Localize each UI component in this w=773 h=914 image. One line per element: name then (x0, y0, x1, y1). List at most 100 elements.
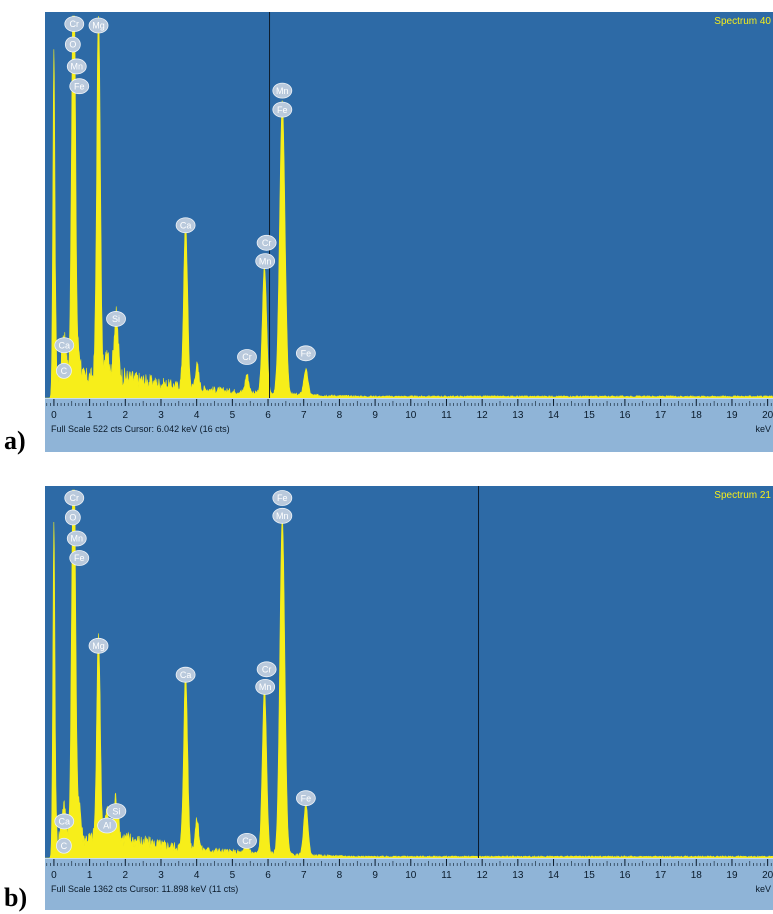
x-tick-label-a-5: 5 (230, 410, 236, 421)
x-tick-label-a-10: 10 (405, 410, 417, 421)
peak-label-mn-a: Mn (66, 58, 87, 75)
x-tick-label-b-18: 18 (691, 870, 703, 881)
peak-label-badge-b-14 (272, 507, 293, 524)
peak-label-cr-b: Cr (256, 661, 277, 678)
x-tick-label-b-13: 13 (512, 870, 524, 881)
peak-label-badge-a-3 (69, 78, 90, 95)
x-tick-label-b-8: 8 (337, 870, 343, 881)
axis-bar-b (45, 858, 773, 910)
peak-label-o-a: O (64, 36, 81, 53)
x-tick-label-b-15: 15 (584, 870, 596, 881)
peak-label-badge-b-6 (97, 817, 117, 834)
x-tick-label-b-17: 17 (655, 870, 667, 881)
peak-label-text-a-1: O (69, 40, 76, 50)
full-scale-readout-a: Full Scale 522 cts (51, 424, 125, 434)
peak-label-badge-b-5 (106, 803, 127, 820)
x-tick-label-a-11: 11 (441, 410, 452, 421)
peak-label-text-a-7: C (61, 366, 68, 376)
peak-label-mn-b: Mn (66, 530, 87, 547)
peak-label-badge-a-2 (66, 58, 87, 75)
peak-label-text-a-14: Fe (301, 349, 312, 359)
peak-label-c-b: C (56, 837, 72, 854)
peak-label-badge-a-6 (54, 337, 75, 354)
peak-label-text-b-4: Mg (92, 641, 105, 651)
spectrum-panel-a: Spectrum 40 Cr O Mn Fe Mg Si Ca C Ca Cr Cr Mn Mn Fe Fe 0… (45, 12, 773, 452)
status-line-b: Full Scale 1362 cts Cursor: 11.898 keV (… (51, 884, 238, 894)
peak-label-badge-b-13 (272, 490, 293, 506)
spectrum-panel-b: Spectrum 21 Cr O Mn Fe Mg Si Al Ca C Ca Cr Cr Mn Fe Mn F… (45, 486, 773, 910)
peak-label-text-a-13: Fe (277, 105, 288, 115)
x-tick-label-b-20: 20 (762, 870, 773, 881)
x-tick-label-b-0: 0 (51, 870, 57, 881)
peak-label-si-a: Si (106, 311, 126, 327)
peak-label-badge-b-10 (237, 832, 257, 849)
peak-label-fe-b: Fe (69, 550, 90, 566)
peak-label-text-b-12: Mn (259, 682, 272, 692)
plot-area-a (45, 12, 773, 398)
x-tick-label-a-20: 20 (762, 410, 773, 421)
peak-label-badge-b-0 (64, 490, 85, 506)
panel-label-a: a) (4, 426, 26, 455)
peak-label-cr-b: Cr (64, 490, 85, 506)
peak-label-text-a-12: Mn (276, 86, 289, 96)
x-tick-label-b-12: 12 (477, 870, 489, 881)
x-tick-label-b-9: 9 (372, 870, 378, 881)
spectrum-trace-b (45, 489, 773, 859)
status-line-a: Full Scale 522 cts Cursor: 6.042 keV (16… (51, 424, 230, 434)
x-tick-label-a-13: 13 (512, 410, 524, 421)
peak-label-cr-b: Cr (237, 832, 257, 849)
peak-label-badge-a-12 (272, 82, 293, 99)
peak-label-ca-b: Ca (175, 666, 196, 683)
peak-label-ca-b: Ca (54, 813, 75, 830)
x-tick-label-a-6: 6 (265, 410, 271, 421)
x-tick-label-b-6: 6 (265, 870, 271, 881)
x-axis-unit-b: keV (755, 884, 771, 894)
peak-label-text-a-8: Ca (180, 220, 192, 230)
x-tick-label-a-19: 19 (726, 410, 738, 421)
x-tick-label-a-12: 12 (477, 410, 489, 421)
axis-bar-a (45, 398, 773, 452)
peak-label-badge-a-0 (64, 16, 85, 32)
peak-label-badge-b-11 (256, 661, 277, 678)
peak-label-fe-b: Fe (295, 790, 316, 807)
peak-label-text-a-0: Cr (70, 19, 80, 29)
peak-label-fe-a: Fe (295, 345, 316, 362)
peak-label-text-a-10: Cr (262, 238, 272, 248)
peak-label-text-b-3: Fe (74, 553, 85, 563)
x-tick-label-b-19: 19 (726, 870, 738, 881)
spectrum-trace-a (45, 15, 773, 399)
peak-label-badge-b-9 (175, 666, 196, 683)
peak-label-text-a-9: Cr (242, 352, 252, 362)
peak-label-badge-a-8 (175, 217, 196, 234)
x-tick-label-a-3: 3 (158, 410, 164, 421)
peak-label-text-a-5: Si (112, 314, 120, 324)
cursor-readout-a: Cursor: 6.042 keV (16 cts) (125, 424, 230, 434)
spectrum-chart-a: Spectrum 40 Cr O Mn Fe Mg Si Ca C Ca Cr Cr Mn Mn Fe Fe 0… (45, 12, 773, 452)
x-tick-label-a-8: 8 (337, 410, 343, 421)
peak-label-badge-b-8 (56, 837, 72, 854)
peak-label-text-b-7: Ca (59, 817, 71, 827)
spectrum-name-b: Spectrum 21 (714, 490, 771, 501)
peak-label-o-b: O (64, 509, 81, 526)
plot-area-b (45, 486, 773, 858)
peak-label-mn-b: Mn (255, 678, 276, 695)
peak-label-badge-b-7 (54, 813, 75, 830)
panel-label-b: b) (4, 883, 28, 912)
x-axis-unit-a: keV (755, 424, 771, 434)
x-tick-label-b-16: 16 (619, 870, 631, 881)
peak-label-badge-a-11 (255, 253, 276, 270)
x-tick-label-a-1: 1 (87, 410, 93, 421)
peak-label-text-b-10: Cr (242, 836, 252, 846)
peak-label-mn-a: Mn (272, 82, 293, 99)
peak-label-badge-b-15 (295, 790, 316, 807)
peak-label-badge-a-4 (88, 17, 109, 34)
x-tick-label-b-11: 11 (441, 870, 452, 881)
peak-label-text-a-6: Ca (59, 340, 71, 350)
peak-label-text-a-3: Fe (74, 81, 85, 91)
x-tick-label-b-3: 3 (158, 870, 164, 881)
peak-label-badge-a-9 (237, 349, 257, 365)
peak-label-badge-a-1 (64, 36, 81, 53)
peak-label-badge-b-1 (64, 509, 81, 526)
peak-label-fe-a: Fe (69, 78, 90, 95)
peak-label-badge-a-7 (56, 362, 72, 379)
